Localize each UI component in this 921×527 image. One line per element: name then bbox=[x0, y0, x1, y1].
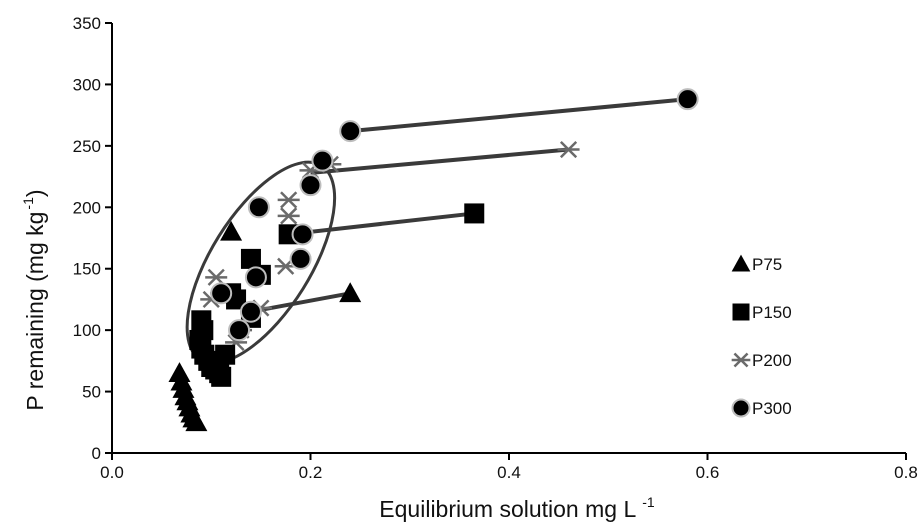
star-stroke bbox=[280, 207, 298, 225]
connector-line bbox=[310, 147, 569, 175]
y-tick-label: 150 bbox=[73, 260, 101, 279]
data-point-p300 bbox=[311, 149, 334, 172]
data-point-p300 bbox=[210, 282, 233, 305]
y-tick-label: 100 bbox=[73, 321, 101, 340]
legend: P75 P150 P200 P300 bbox=[731, 254, 792, 418]
data-point-p300 bbox=[247, 196, 270, 219]
data-point-p300 bbox=[239, 300, 262, 323]
data-point-p300 bbox=[339, 120, 362, 143]
x-tick-label: 0.4 bbox=[497, 463, 521, 482]
x-tick-label: 0.8 bbox=[894, 463, 918, 482]
legend-marker-p300 bbox=[731, 398, 751, 418]
data-point-p75 bbox=[168, 362, 191, 382]
axes bbox=[105, 22, 907, 460]
data-point-p75 bbox=[185, 411, 208, 432]
legend-marker-p200 bbox=[731, 352, 751, 368]
data-point-p150 bbox=[215, 344, 236, 365]
x-tick-label: 0.6 bbox=[696, 463, 720, 482]
star-stroke bbox=[559, 140, 578, 159]
y-tick-label: 0 bbox=[92, 444, 101, 463]
legend-label-p75: P75 bbox=[752, 255, 782, 274]
tick-labels: 0 50 100 150 200 250 300 350 0.0 0.2 0.4 0.6 0.8 bbox=[73, 14, 918, 482]
data-point-p300 bbox=[289, 247, 312, 270]
data-point-p150 bbox=[211, 366, 232, 387]
star-stroke bbox=[280, 191, 298, 209]
data-point-p300 bbox=[676, 88, 699, 111]
data-points bbox=[168, 88, 699, 432]
y-tick-label: 350 bbox=[73, 14, 101, 33]
data-point-p200 bbox=[277, 191, 300, 209]
x-tick-label: 0.0 bbox=[100, 463, 124, 482]
y-axis-title: P remaining (mg kg-1) bbox=[20, 189, 48, 410]
y-tick-label: 200 bbox=[73, 198, 101, 217]
data-point-p200 bbox=[557, 140, 580, 159]
data-point-p300 bbox=[244, 266, 267, 289]
star-stroke bbox=[733, 352, 749, 368]
data-point-p200 bbox=[277, 207, 300, 225]
y-tick-label: 50 bbox=[82, 383, 101, 402]
data-point-p300 bbox=[299, 174, 322, 197]
data-point-p300 bbox=[291, 223, 314, 246]
connector-line bbox=[288, 211, 475, 237]
legend-label-p300: P300 bbox=[752, 399, 792, 418]
legend-label-p150: P150 bbox=[752, 303, 792, 322]
legend-marker-p150 bbox=[732, 303, 750, 321]
x-axis-title: Equilibrium solution mg L -1 bbox=[379, 494, 655, 522]
x-tick-label: 0.2 bbox=[299, 463, 323, 482]
data-point-p75 bbox=[220, 220, 243, 241]
data-point-p300 bbox=[228, 319, 251, 342]
legend-marker-p75 bbox=[731, 254, 751, 272]
data-point-p150 bbox=[464, 203, 485, 224]
star-stroke bbox=[207, 268, 225, 286]
data-point-p150 bbox=[240, 248, 261, 269]
legend-label-p200: P200 bbox=[752, 351, 792, 370]
y-tick-label: 250 bbox=[73, 137, 101, 156]
y-tick-label: 300 bbox=[73, 75, 101, 94]
connector-line bbox=[350, 97, 688, 134]
data-point-p75 bbox=[339, 282, 362, 303]
